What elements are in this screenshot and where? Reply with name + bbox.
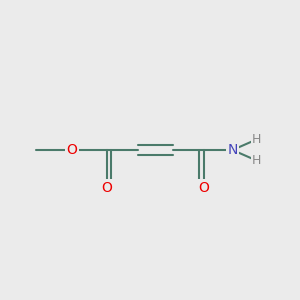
Text: H: H bbox=[252, 154, 261, 167]
Text: N: N bbox=[227, 143, 238, 157]
Text: O: O bbox=[199, 181, 209, 194]
Text: O: O bbox=[67, 143, 77, 157]
Text: O: O bbox=[101, 181, 112, 194]
Text: H: H bbox=[252, 133, 261, 146]
